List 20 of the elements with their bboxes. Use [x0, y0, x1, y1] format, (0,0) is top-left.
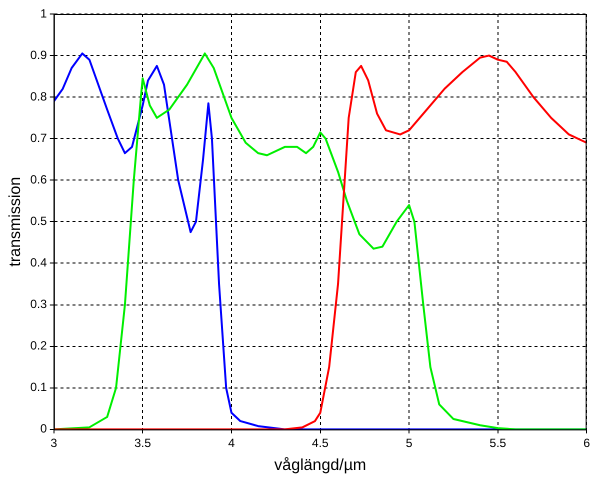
y-tick-label: 0.2 [30, 338, 48, 353]
x-tick-label: 4.5 [312, 436, 329, 450]
x-axis-title: våglängd/µm [274, 456, 366, 474]
x-tick-label: 5.5 [490, 436, 507, 450]
y-tick-label: 0.5 [30, 214, 48, 228]
x-tick-label: 5 [406, 436, 413, 450]
y-tick-label: 0.3 [30, 297, 48, 312]
y-tick-label: 0.9 [30, 48, 48, 62]
x-tick-label: 3 [50, 436, 58, 450]
y-axis-title: transmission [7, 176, 24, 267]
y-tick-label: 0.7 [30, 130, 48, 145]
y-tick-label: 0.4 [30, 256, 48, 270]
x-tick-label: 3.5 [134, 436, 152, 450]
y-tick-label: 0.6 [30, 172, 48, 186]
y-tick-label: 0.8 [30, 89, 48, 104]
y-tick-label: 0.1 [30, 380, 48, 394]
y-tick-label: 1 [40, 6, 48, 20]
x-tick-label: 4 [228, 436, 236, 450]
y-tick-label: 0 [40, 422, 48, 436]
x-tick-label: 6 [583, 436, 590, 450]
